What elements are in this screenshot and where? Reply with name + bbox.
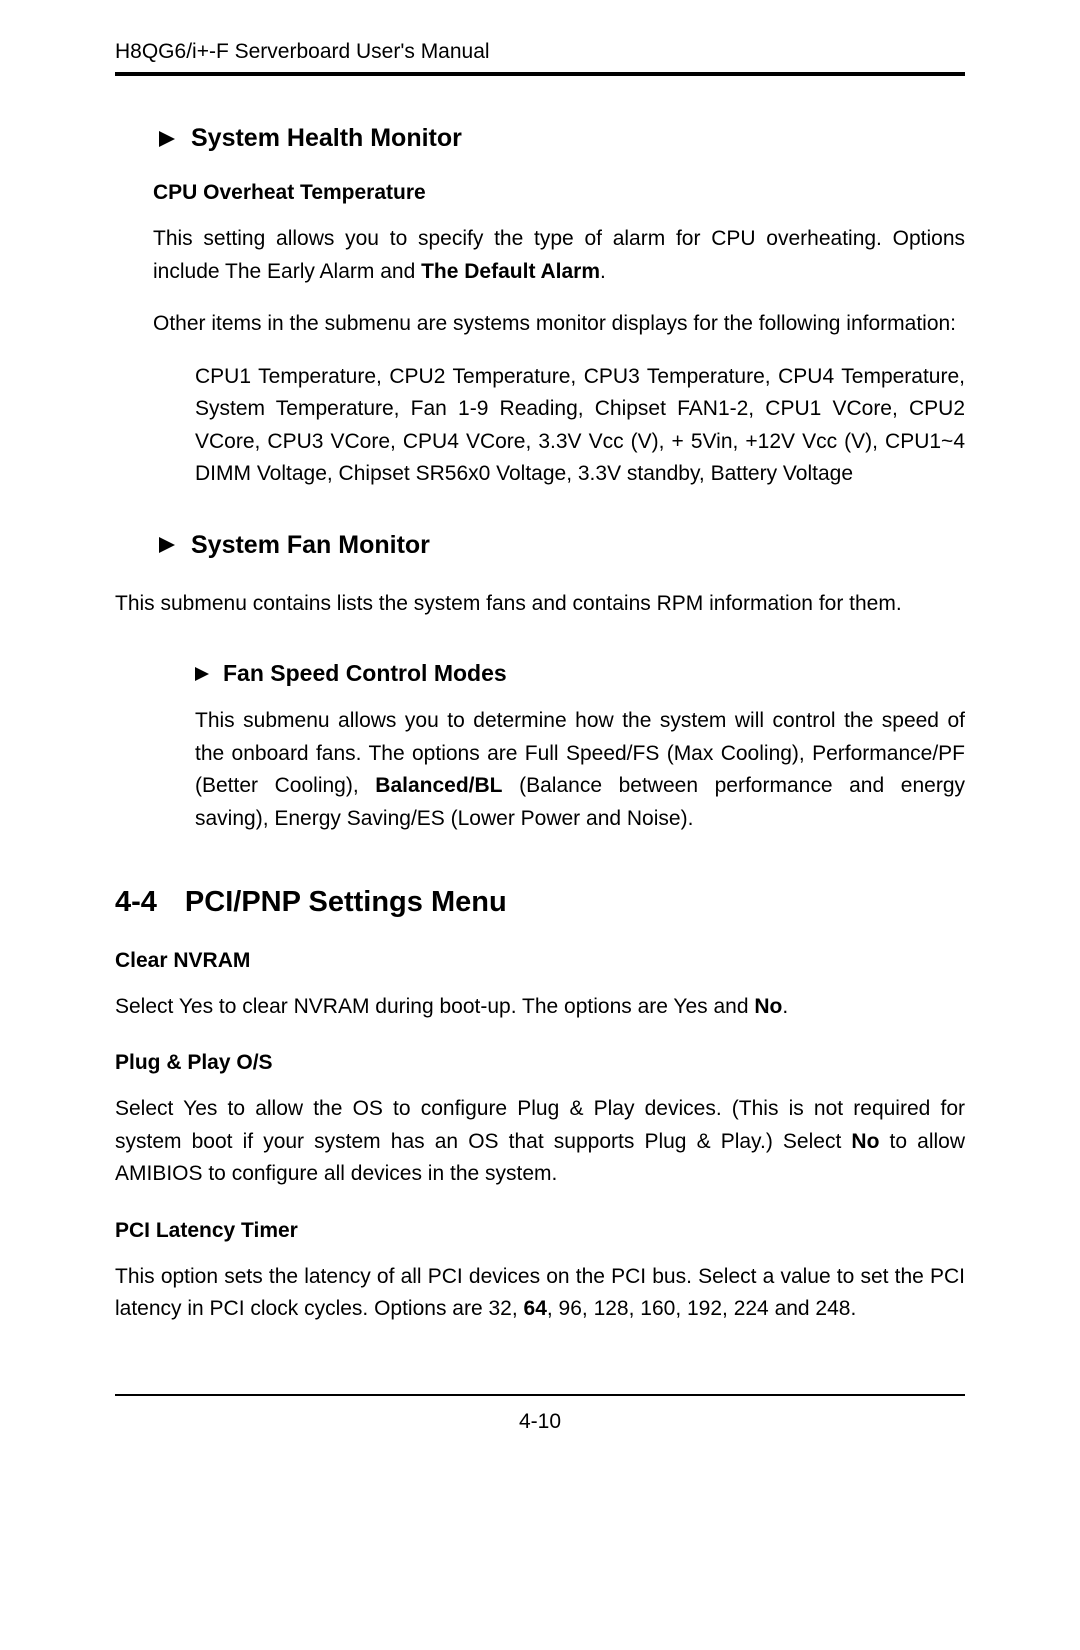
section-title: System Fan Monitor	[191, 531, 430, 560]
text: Select Yes to allow the OS to configure …	[115, 1097, 965, 1153]
text: .	[600, 260, 606, 283]
text: , 96, 128, 160, 192, 224 and 248.	[547, 1297, 856, 1320]
subheading-clear-nvram: Clear NVRAM	[115, 949, 965, 973]
triangle-icon	[157, 535, 177, 555]
page-number: 4-10	[115, 1410, 965, 1434]
chapter-heading-pcipnp: 4-4 PCI/PNP Settings Menu	[115, 886, 965, 919]
bold-text: No	[754, 995, 782, 1018]
page-header: H8QG6/i+-F Serverboard User's Manual	[115, 40, 965, 76]
paragraph: This setting allows you to specify the t…	[153, 223, 965, 288]
chapter-number: 4-4	[115, 886, 157, 919]
bold-text: Balanced/BL	[375, 774, 502, 797]
paragraph: Select Yes to allow the OS to configure …	[115, 1093, 965, 1191]
bold-text: No	[851, 1130, 879, 1153]
bold-text: 64	[524, 1297, 547, 1320]
subheading-cpu-overheat: CPU Overheat Temperature	[153, 181, 965, 205]
triangle-icon	[193, 665, 211, 683]
triangle-icon	[157, 129, 177, 149]
text: .	[782, 995, 788, 1018]
footer-rule	[115, 1394, 965, 1396]
chapter-title: PCI/PNP Settings Menu	[185, 886, 507, 918]
subheading-plug-play: Plug & Play O/S	[115, 1051, 965, 1075]
paragraph: This option sets the latency of all PCI …	[115, 1261, 965, 1326]
paragraph-list: CPU1 Temperature, CPU2 Temperature, CPU3…	[195, 361, 965, 491]
text: Select Yes to clear NVRAM during boot-up…	[115, 995, 754, 1018]
paragraph: Select Yes to clear NVRAM during boot-up…	[115, 991, 965, 1024]
paragraph: This submenu contains lists the system f…	[115, 588, 965, 621]
paragraph: Other items in the submenu are systems m…	[153, 308, 965, 341]
manual-page: H8QG6/i+-F Serverboard User's Manual Sys…	[0, 0, 1080, 1650]
paragraph: This submenu allows you to determine how…	[195, 705, 965, 835]
section-heading-system-fan: System Fan Monitor	[157, 531, 965, 560]
section-heading-fan-speed: Fan Speed Control Modes	[193, 660, 965, 687]
subheading-pci-latency: PCI Latency Timer	[115, 1219, 965, 1243]
section-title: Fan Speed Control Modes	[223, 660, 507, 687]
bold-text: The Default Alarm	[421, 260, 600, 283]
section-heading-system-health: System Health Monitor	[157, 124, 965, 153]
section-title: System Health Monitor	[191, 124, 462, 153]
